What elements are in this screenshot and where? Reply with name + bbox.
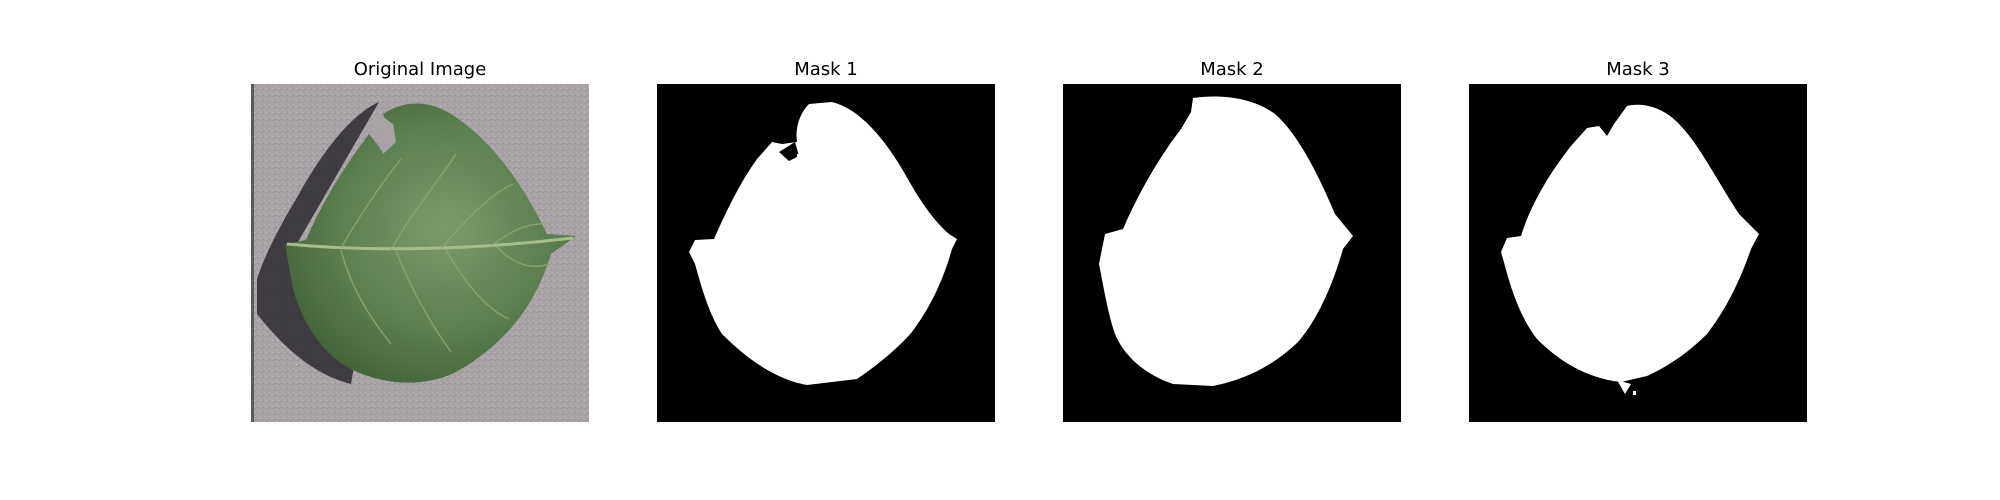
leaf-notch bbox=[371, 114, 396, 154]
panel-title: Mask 1 bbox=[794, 59, 858, 80]
mask-shape bbox=[689, 102, 957, 385]
mask-speck bbox=[797, 154, 801, 159]
mask-2-image bbox=[1063, 84, 1401, 422]
mask-3-image bbox=[1469, 84, 1807, 422]
mask-drip bbox=[1617, 380, 1631, 394]
mask-1-image bbox=[657, 84, 995, 422]
original-image bbox=[251, 84, 589, 422]
panel-mask-1: Mask 1 bbox=[657, 0, 995, 500]
leaf-veins bbox=[340, 153, 552, 353]
panel-title: Original Image bbox=[353, 59, 487, 80]
leaf-midrib bbox=[286, 236, 574, 251]
mask-notch bbox=[779, 142, 799, 161]
panel-title: Mask 3 bbox=[1606, 59, 1670, 80]
leaf-body bbox=[285, 103, 576, 383]
mask-shape bbox=[1501, 104, 1759, 383]
panel-mask-2: Mask 2 bbox=[1063, 0, 1401, 500]
panel-original-image: Original Image bbox=[251, 0, 589, 500]
photo-edge bbox=[251, 84, 254, 422]
mask-speck bbox=[1633, 391, 1636, 395]
mask-shape bbox=[1099, 96, 1353, 386]
panel-title: Mask 2 bbox=[1200, 59, 1264, 80]
panel-mask-3: Mask 3 bbox=[1469, 0, 1807, 500]
